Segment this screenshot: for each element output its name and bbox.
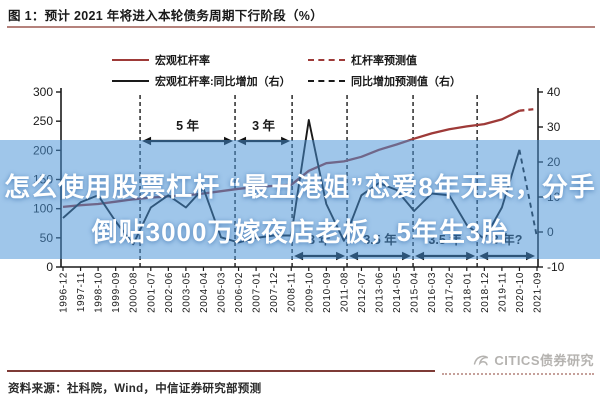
watermark-text: CITICS债券研究 xyxy=(494,353,594,368)
x-axis-label: 2007-01 xyxy=(252,272,263,313)
right-axis-tick-label: 30 xyxy=(547,120,561,134)
legend-item-yoy: 宏观杠杆率:同比增加（右） xyxy=(112,74,308,88)
left-axis-tick-label: 300 xyxy=(33,85,53,99)
x-axis-label: 2016-03 xyxy=(427,272,438,313)
legend-item-label: 同比增加预测值（右） xyxy=(351,75,461,88)
x-axis-label: 1998-10 xyxy=(94,272,105,313)
x-axis-label: 2018-12 xyxy=(480,272,491,313)
source-note: 资料来源：社科院，Wind，中信证券研究部预测 xyxy=(8,383,262,395)
legend-item-label: 宏观杠杆率:同比增加（右） xyxy=(155,75,291,88)
left-axis-tick-label: 250 xyxy=(33,114,53,128)
x-axis-label: 2020-10 xyxy=(515,272,526,313)
footer-rule xyxy=(7,370,435,372)
x-axis-label: 2005-03 xyxy=(217,272,228,313)
x-axis-label: 2013-06 xyxy=(375,272,386,313)
legend-item-label: 杠杆率预测值 xyxy=(351,54,417,67)
legend-item-leverage: 宏观杠杆率 xyxy=(112,53,308,67)
x-axis-label: 2000-08 xyxy=(129,272,140,313)
x-axis-label: 2017-02 xyxy=(445,272,456,313)
title-rule xyxy=(7,26,595,28)
legend-item-label: 宏观杠杆率 xyxy=(155,54,210,67)
x-axis-label: 2006-02 xyxy=(234,272,245,313)
right-axis-tick-label: 40 xyxy=(547,85,561,99)
figure-title: 图 1：预计 2021 年将进入本轮债务周期下行阶段（%） xyxy=(8,9,323,23)
watermark: CITICS债券研究 xyxy=(442,350,594,375)
x-axis-label: 2019-11 xyxy=(497,272,508,312)
x-axis-label: 2001-07 xyxy=(146,272,157,313)
x-axis-label: 2012-07 xyxy=(357,272,368,313)
x-axis-label: 1996-12 xyxy=(59,272,70,313)
x-axis-label: 2015-04 xyxy=(410,272,421,313)
legend-line-sample-dashed-black xyxy=(308,79,345,82)
legend-line-sample-solid-black xyxy=(112,79,149,82)
x-axis-label: 2004-04 xyxy=(199,272,210,313)
left-axis-tick-label: 0 xyxy=(46,260,53,274)
legend-line-sample-solid-red xyxy=(112,58,149,61)
x-axis-label: 2021-09 xyxy=(533,272,544,313)
leverage-ratio-forecast-line xyxy=(519,107,538,112)
chart-legend: 宏观杠杆率 杠杆率预测值 宏观杠杆率:同比增加（右） 同比增加预测值（右） xyxy=(112,53,508,88)
x-axis-label: 2002-06 xyxy=(164,272,175,313)
overlay-banner: 怎么使用股票杠杆 “最丑港姐”恋爱8年无果，分手 倒贴3000万嫁夜店老板，5年… xyxy=(0,140,600,259)
right-axis-tick-label: -10 xyxy=(547,260,565,274)
cycle-span-label: 3 年 xyxy=(252,118,275,133)
x-axis-label: 2003-05 xyxy=(181,272,192,313)
x-axis-label: 2014-05 xyxy=(392,272,403,313)
banner-headline-line1: 怎么使用股票杠杆 “最丑港姐”恋爱8年无果，分手 xyxy=(4,172,596,202)
legend-line-sample-dashed-red xyxy=(308,58,345,61)
legend-item-leverage-forecast: 杠杆率预测值 xyxy=(308,53,508,67)
x-axis-label: 2007-12 xyxy=(269,272,280,313)
x-axis-label: 2008-11 xyxy=(287,272,298,312)
banner-headline-line2: 倒贴3000万嫁夜店老板，5年生3胎 xyxy=(91,217,509,247)
x-axis-label: 2009-10 xyxy=(304,272,315,313)
x-axis-label: 2011-08 xyxy=(339,272,350,312)
cycle-span-label: 5 年 xyxy=(176,118,199,133)
legend-item-yoy-forecast: 同比增加预测值（右） xyxy=(308,74,508,88)
citics-logo-icon xyxy=(474,355,489,365)
x-axis-label: 2018-01 xyxy=(462,272,473,313)
x-axis-label: 2010-09 xyxy=(322,272,333,313)
x-axis-label: 1999-09 xyxy=(111,272,122,313)
x-axis-label: 1997-11 xyxy=(76,272,87,312)
